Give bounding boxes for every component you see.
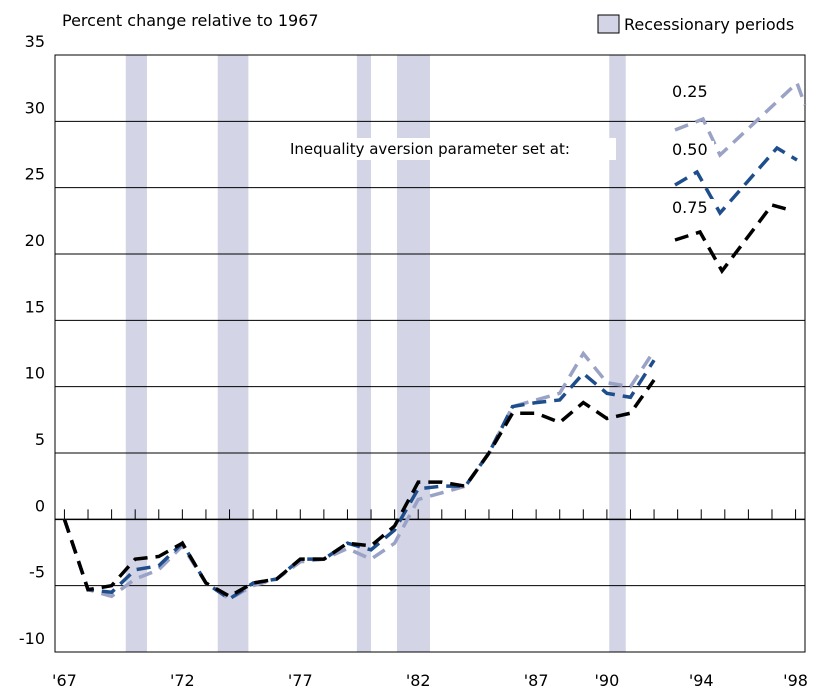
y-tick-label: 10	[25, 364, 45, 383]
series-line	[62, 349, 656, 601]
x-tick-label: '87	[524, 671, 549, 690]
legend-key	[674, 145, 798, 217]
annotation-bg	[286, 138, 616, 160]
y-tick-label: 0	[35, 496, 45, 515]
y-tick-label: 30	[25, 98, 45, 117]
x-tick-label: '72	[170, 671, 195, 690]
series-line	[62, 379, 656, 599]
x-tick-label: '82	[406, 671, 431, 690]
legend-label-bg	[668, 83, 714, 103]
legend-key	[674, 79, 807, 158]
x-tick-label: '77	[288, 671, 313, 690]
y-tick-label: 25	[25, 165, 45, 184]
series-line	[62, 359, 656, 602]
chart-title: Percent change relative to 1967	[62, 11, 319, 30]
x-tick-label: '67	[52, 671, 77, 690]
x-tick-label: '94	[689, 671, 714, 690]
legend-label: 0.25	[672, 82, 708, 101]
y-tick-label: 35	[25, 32, 45, 51]
y-tick-label: 5	[35, 430, 45, 449]
annotation: Inequality aversion parameter set at:	[290, 140, 570, 158]
plot-frame	[54, 54, 806, 653]
legend-label: 0.75	[672, 198, 708, 217]
x-tick-label: '90	[595, 671, 620, 690]
y-tick-label: 20	[25, 231, 45, 250]
recession-band	[609, 55, 626, 652]
recession-band	[217, 55, 249, 652]
legend-label-bg	[668, 141, 714, 161]
recession-band	[125, 55, 147, 652]
legend-swatch	[597, 14, 620, 34]
y-tick-label: -5	[29, 563, 45, 582]
legend-label-bg	[668, 199, 714, 219]
x-tick-label: '98	[783, 671, 808, 690]
legend-key	[674, 202, 791, 275]
recession-band	[356, 55, 372, 652]
legend-label: 0.50	[672, 140, 708, 159]
y-tick-label: 15	[25, 297, 45, 316]
y-tick-label: -10	[19, 629, 45, 648]
legend-label: Recessionary periods	[624, 15, 794, 34]
